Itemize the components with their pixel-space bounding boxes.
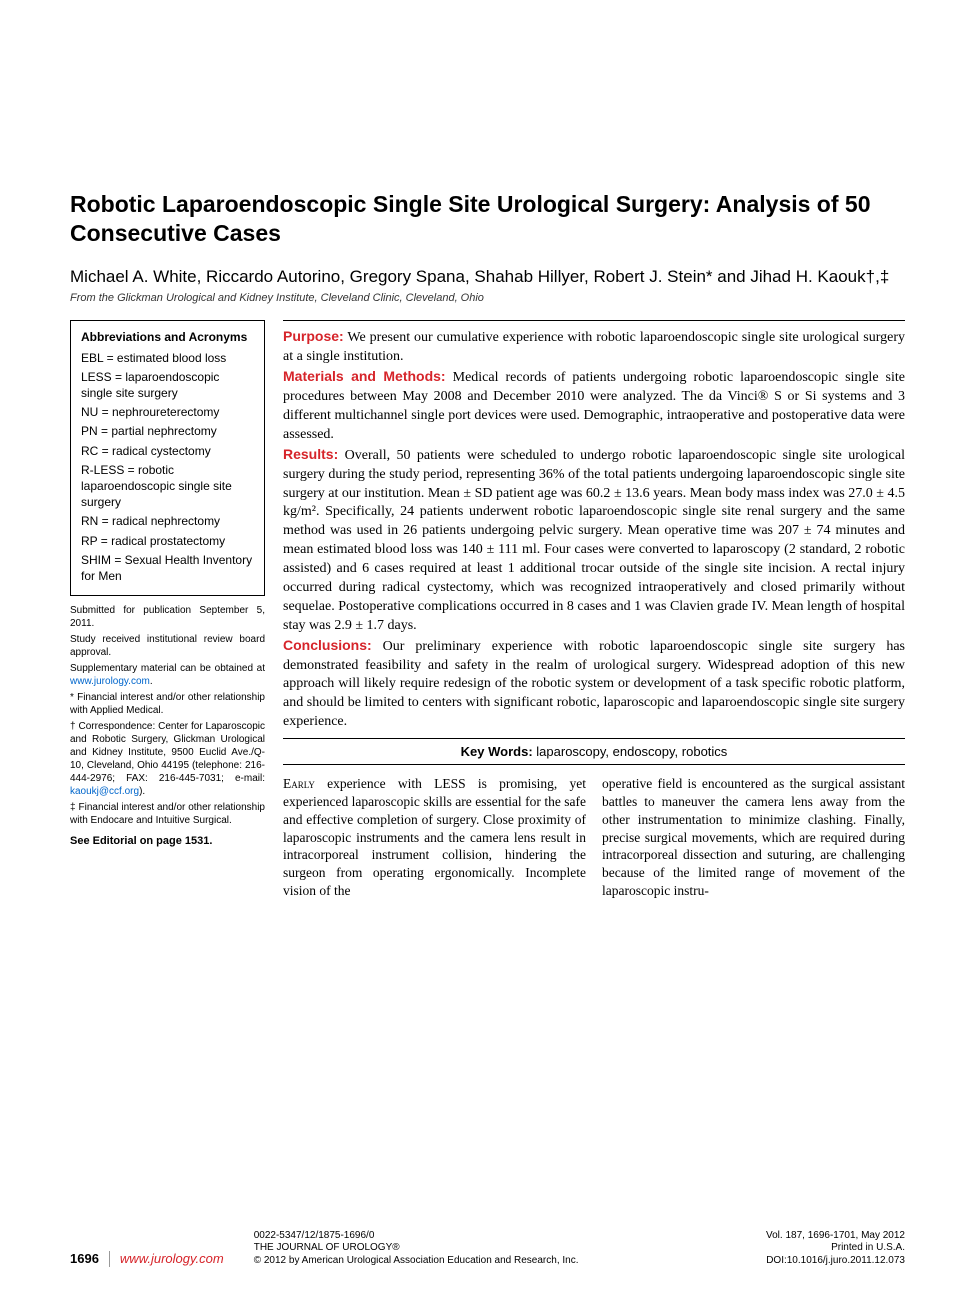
body-text: experience with LESS is promising, yet e… [283, 776, 586, 898]
note-text: . [150, 676, 153, 687]
abbr-item: LESS = laparoendoscopic single site surg… [81, 369, 254, 401]
note-submitted: Submitted for publication September 5, 2… [70, 604, 265, 630]
footer-center: 0022-5347/12/1875-1696/0 THE JOURNAL OF … [254, 1230, 766, 1268]
keywords-text: laparoscopy, endoscopy, robotics [533, 744, 728, 759]
body-col-1: Early experience with LESS is promising,… [283, 775, 586, 900]
issn: 0022-5347/12/1875-1696/0 [254, 1230, 766, 1243]
abbr-item: SHIM = Sexual Health Inventory for Men [81, 552, 254, 584]
abbr-item: RC = radical cystectomy [81, 443, 254, 459]
printed-in: Printed in U.S.A. [766, 1242, 905, 1255]
results-text: Overall, 50 patients were scheduled to u… [283, 448, 905, 633]
conclusions-text: Our preliminary experience with robotic … [283, 639, 905, 730]
note-text: ). [139, 786, 145, 797]
note-text: Supplementary material can be obtained a… [70, 663, 265, 674]
footer-right: Vol. 187, 1696-1701, May 2012 Printed in… [766, 1230, 905, 1268]
lead-word: Early [283, 776, 315, 791]
author-list: Michael A. White, Riccardo Autorino, Gre… [70, 266, 905, 289]
journal-name: THE JOURNAL OF UROLOGY® [254, 1242, 766, 1255]
abbreviations-heading: Abbreviations and Acronyms [81, 329, 254, 345]
journal-site: www.jurology.com [109, 1251, 224, 1267]
article-title: Robotic Laparoendoscopic Single Site Uro… [70, 190, 905, 248]
note-irb: Study received institutional review boar… [70, 633, 265, 659]
note-text: † Correspondence: Center for Laparoscopi… [70, 721, 265, 784]
abbr-item: RN = radical nephrectomy [81, 513, 254, 529]
volume-info: Vol. 187, 1696-1701, May 2012 [766, 1230, 905, 1243]
abbr-item: RP = radical prostatectomy [81, 533, 254, 549]
conclusions-label: Conclusions: [283, 637, 372, 653]
abbr-item: NU = nephroureterectomy [81, 404, 254, 420]
note-coi-ddagger: ‡ Financial interest and/or other relati… [70, 801, 265, 827]
footer-left: 1696 www.jurology.com [70, 1251, 224, 1267]
note-correspondence: † Correspondence: Center for Laparoscopi… [70, 720, 265, 798]
doi: DOI:10.1016/j.juro.2011.12.073 [766, 1255, 905, 1268]
purpose-text: We present our cumulative experience wit… [283, 330, 905, 364]
copyright: © 2012 by American Urological Associatio… [254, 1255, 766, 1268]
note-coi-star: * Financial interest and/or other relati… [70, 691, 265, 717]
abbreviations-box: Abbreviations and Acronyms EBL = estimat… [70, 320, 265, 596]
keywords-row: Key Words: laparoscopy, endoscopy, robot… [283, 738, 905, 765]
editorial-reference: See Editorial on page 1531. [70, 835, 265, 847]
methods-label: Materials and Methods: [283, 368, 446, 384]
page-number: 1696 [70, 1251, 99, 1267]
supplementary-link[interactable]: www.jurology.com [70, 676, 150, 687]
page-footer: 1696 www.jurology.com 0022-5347/12/1875-… [70, 1230, 905, 1268]
left-sidebar: Abbreviations and Acronyms EBL = estimat… [70, 320, 265, 899]
abbr-item: PN = partial nephrectomy [81, 423, 254, 439]
footnotes: Submitted for publication September 5, 2… [70, 604, 265, 827]
purpose-label: Purpose: [283, 328, 344, 344]
right-content: Purpose: We present our cumulative exper… [283, 320, 905, 899]
abbr-item: R-LESS = robotic laparoendoscopic single… [81, 462, 254, 511]
abstract: Purpose: We present our cumulative exper… [283, 320, 905, 732]
body-text-columns: Early experience with LESS is promising,… [283, 775, 905, 900]
abbr-item: EBL = estimated blood loss [81, 350, 254, 366]
note-supplementary: Supplementary material can be obtained a… [70, 662, 265, 688]
email-link[interactable]: kaoukj@ccf.org [70, 786, 139, 797]
affiliation: From the Glickman Urological and Kidney … [70, 292, 905, 304]
body-col-2: operative field is encountered as the su… [602, 775, 905, 900]
results-label: Results: [283, 446, 338, 462]
main-columns: Abbreviations and Acronyms EBL = estimat… [70, 320, 905, 899]
keywords-label: Key Words: [461, 744, 533, 759]
